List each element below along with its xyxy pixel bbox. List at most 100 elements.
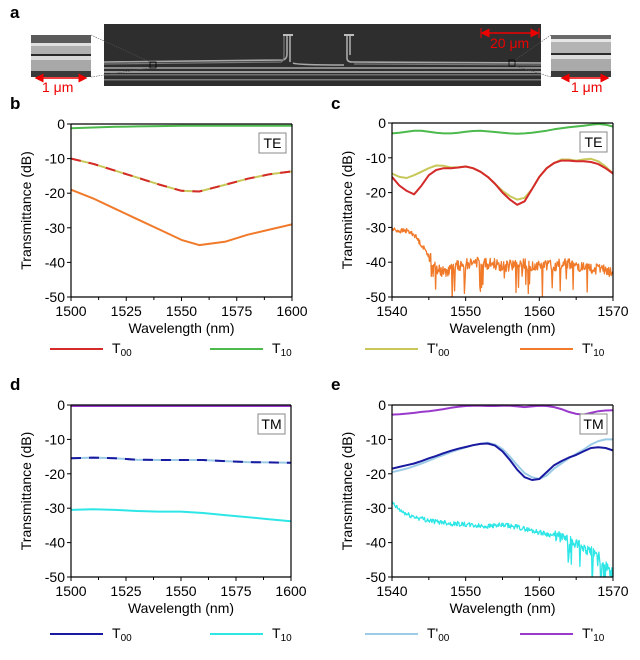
series-line-t00 bbox=[392, 442, 613, 481]
legend-label: T10 bbox=[272, 340, 292, 359]
sem-inset-right: 1 μm bbox=[551, 35, 611, 95]
x-tick-label: 1540 bbox=[376, 303, 407, 319]
series-line-t00 bbox=[71, 157, 292, 193]
y-tick-label: -10 bbox=[366, 150, 386, 166]
x-axis-label: Wavelength (nm) bbox=[128, 320, 234, 336]
x-tick-label: 1550 bbox=[450, 583, 481, 599]
sem-inset-left: 1 μm bbox=[31, 35, 91, 95]
series-line-t00 bbox=[71, 456, 291, 464]
y-tick-label: 0 bbox=[57, 397, 65, 413]
x-tick-label: 1550 bbox=[165, 583, 196, 599]
y-tick-label: -50 bbox=[45, 569, 65, 585]
y-tick-label: -10 bbox=[45, 431, 65, 447]
series-line-t00 bbox=[392, 159, 613, 206]
x-tick-label: 1500 bbox=[55, 583, 86, 599]
series-group bbox=[71, 405, 291, 523]
panel-label-e: e bbox=[331, 375, 340, 394]
series-line-tp10 bbox=[392, 404, 613, 416]
legend-item: T10 bbox=[210, 340, 292, 359]
legend-item: T00 bbox=[50, 625, 132, 644]
y-tick-label: -30 bbox=[366, 500, 386, 516]
mode-label: TM bbox=[261, 416, 281, 432]
x-tick-label: 1600 bbox=[275, 583, 306, 599]
legend-item: T'00 bbox=[365, 340, 450, 359]
legend-tm: T00 T10 T'00 T'10 bbox=[50, 625, 605, 644]
series-line-tp10 bbox=[71, 188, 292, 247]
x-tick-label: 1525 bbox=[110, 583, 141, 599]
series-line-tp10 bbox=[392, 227, 613, 297]
x-axis-label: Wavelength (nm) bbox=[449, 320, 555, 336]
legend-label: T'00 bbox=[427, 625, 450, 644]
y-tick-label: 0 bbox=[57, 116, 65, 132]
x-tick-label: 1570 bbox=[597, 583, 628, 599]
y-tick-label: -20 bbox=[366, 466, 386, 482]
x-tick-label: 1600 bbox=[276, 303, 307, 319]
y-tick-label: 0 bbox=[378, 397, 386, 413]
x-tick-label: 1525 bbox=[111, 303, 142, 319]
legend-item: T'10 bbox=[520, 625, 605, 644]
x-tick-label: 1550 bbox=[166, 303, 197, 319]
series-group bbox=[392, 404, 613, 577]
x-axis-label: Wavelength (nm) bbox=[449, 600, 555, 616]
series-group bbox=[392, 123, 613, 297]
mode-label: TE bbox=[585, 134, 603, 150]
mode-badge: TE bbox=[258, 132, 287, 154]
y-tick-label: -20 bbox=[45, 466, 65, 482]
y-tick-label: -20 bbox=[45, 185, 65, 201]
legend-label: T'00 bbox=[427, 340, 450, 359]
panel-a: a 20 μm bbox=[10, 3, 611, 95]
y-tick-label: -50 bbox=[366, 569, 386, 585]
legend-te: T00 T10 T'00 T'10 bbox=[50, 340, 605, 359]
series-line-tp00 bbox=[71, 157, 292, 193]
y-tick-label: -40 bbox=[45, 535, 65, 551]
y-tick-label: -30 bbox=[45, 220, 65, 236]
panel-label-a: a bbox=[10, 3, 20, 22]
mode-label: TM bbox=[583, 416, 603, 432]
legend-item: T00 bbox=[50, 340, 132, 359]
zoom-box-left bbox=[149, 61, 157, 69]
x-tick-label: 1560 bbox=[524, 303, 555, 319]
series-group bbox=[71, 124, 292, 247]
legend-label: T10 bbox=[272, 625, 292, 644]
y-tick-label: -40 bbox=[366, 254, 386, 270]
y-tick-label: 0 bbox=[378, 115, 386, 131]
panel-label-c: c bbox=[331, 94, 340, 113]
legend-item: T10 bbox=[210, 625, 292, 644]
legend-item: T'00 bbox=[365, 625, 450, 644]
legend-label: T00 bbox=[112, 625, 132, 644]
x-tick-label: 1550 bbox=[450, 303, 481, 319]
legend-item: T'10 bbox=[520, 340, 605, 359]
x-tick-label: 1575 bbox=[220, 583, 251, 599]
y-tick-label: -50 bbox=[45, 289, 65, 305]
x-tick-label: 1570 bbox=[597, 303, 628, 319]
y-axis-label: Transmittance (dB) bbox=[18, 432, 34, 551]
y-tick-label: -30 bbox=[45, 500, 65, 516]
series-line-t10 bbox=[71, 124, 292, 130]
series-line-t10 bbox=[392, 123, 613, 135]
legend-label: T00 bbox=[112, 340, 132, 359]
x-tick-label: 1540 bbox=[376, 583, 407, 599]
scale-label-main: 20 μm bbox=[490, 35, 529, 51]
series-line-t10 bbox=[392, 501, 613, 577]
y-tick-label: -10 bbox=[366, 431, 386, 447]
sem-image: 20 μm bbox=[103, 24, 542, 86]
y-axis-label: Transmittance (dB) bbox=[339, 432, 355, 551]
x-axis-label: Wavelength (nm) bbox=[128, 600, 234, 616]
panel-label-b: b bbox=[10, 94, 20, 113]
panel-label-d: d bbox=[10, 375, 20, 394]
legend-label: T'10 bbox=[582, 625, 605, 644]
y-tick-label: -40 bbox=[45, 254, 65, 270]
y-tick-label: -10 bbox=[45, 151, 65, 167]
zoom-box-right bbox=[508, 59, 516, 67]
y-tick-label: -30 bbox=[366, 219, 386, 235]
series-line-t10 bbox=[71, 508, 291, 523]
x-tick-label: 1560 bbox=[524, 583, 555, 599]
x-tick-label: 1575 bbox=[221, 303, 252, 319]
mode-badge: TE bbox=[579, 131, 608, 153]
mode-badge: TM bbox=[257, 413, 286, 435]
y-tick-label: -40 bbox=[366, 535, 386, 551]
